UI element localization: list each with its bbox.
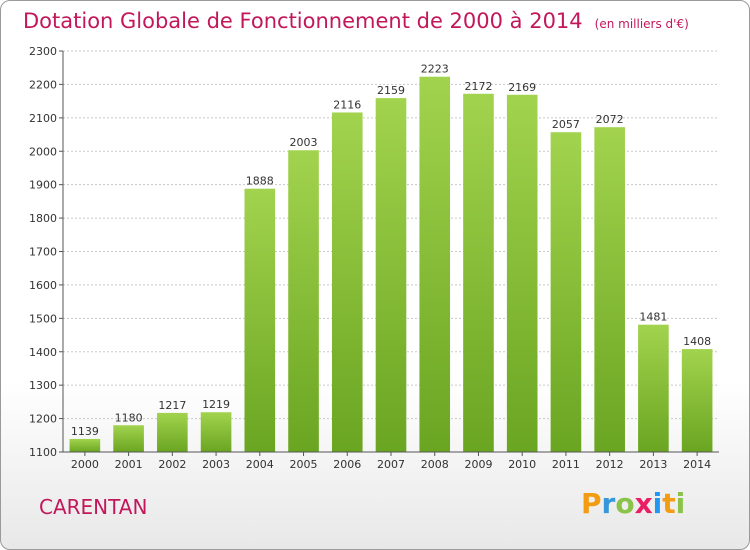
y-tick-label: 1500 [29,312,57,325]
x-tick-label: 2006 [333,458,361,471]
data-label: 1888 [246,175,274,188]
y-tick-label: 1200 [29,413,57,426]
bar [331,112,363,452]
bar [200,412,232,452]
logo-letter: x [634,487,653,520]
y-tick-label: 2200 [29,78,57,91]
x-tick-label: 2001 [115,458,143,471]
x-tick-label: 2014 [683,458,711,471]
bar [638,324,669,452]
bar [681,349,713,452]
data-label: 2169 [508,81,536,94]
chart-title-block: Dotation Globale de Fonctionnement de 20… [23,9,689,33]
bar [463,93,494,453]
bar [288,150,319,452]
x-tick-label: 2003 [202,458,230,471]
chart-subtitle: (en milliers d'€) [594,17,689,31]
y-tick-label: 1300 [29,379,57,392]
data-label: 1217 [158,399,186,412]
y-tick-label: 1900 [29,179,57,192]
logo-letter: t [662,487,676,520]
commune-name: CARENTAN [39,495,148,519]
x-tick-label: 2000 [71,458,99,471]
x-tick-label: 2012 [596,458,624,471]
labels: 1100 1200 1300 1400 1500 1600 1700 1800 1900 2000… [29,45,711,471]
bar [157,412,188,452]
y-tick-label: 2300 [29,45,57,58]
data-label: 1139 [71,425,99,438]
data-label: 1408 [683,335,711,348]
data-label: 2057 [552,118,580,131]
x-tick-label: 2002 [158,458,186,471]
x-tick-label: 2011 [552,458,580,471]
y-tick-label: 1400 [29,346,57,359]
bar [550,132,582,452]
bars [69,76,713,453]
data-label: 1180 [115,411,143,424]
data-label: 1219 [202,398,230,411]
bar [113,425,144,452]
axes [59,50,719,456]
y-tick-label: 2000 [29,145,57,158]
y-tick-label: 1100 [29,446,57,459]
data-label: 2003 [290,136,318,149]
data-label: 2172 [464,80,492,93]
data-label: 2223 [421,63,449,76]
x-tick-label: 2004 [246,458,274,471]
x-tick-label: 2010 [508,458,536,471]
data-label: 2116 [333,98,361,111]
x-tick-label: 2005 [290,458,318,471]
logo-letter: o [615,487,635,520]
bar [375,98,407,453]
logo-letter: P [581,487,602,520]
bar [244,188,276,452]
x-tick-label: 2013 [639,458,667,471]
x-tick-label: 2008 [421,458,449,471]
data-label: 1481 [639,311,667,324]
y-tick-label: 2100 [29,112,57,125]
proxiti-logo: Proxiti [581,487,685,520]
y-tick-label: 1600 [29,279,57,292]
data-label: 2159 [377,84,405,97]
x-tick-label: 2007 [377,458,405,471]
logo-letter: i [675,487,686,520]
y-tick-label: 1700 [29,246,57,259]
logo-letter: r [601,487,616,520]
bar [506,94,538,453]
bar [419,76,451,452]
logo-letter: i [652,487,663,520]
x-tick-label: 2009 [464,458,492,471]
y-tick-label: 1800 [29,212,57,225]
bar [69,438,101,452]
data-label: 2072 [596,113,624,126]
chart-title: Dotation Globale de Fonctionnement de 20… [23,9,583,33]
bar [594,127,625,452]
